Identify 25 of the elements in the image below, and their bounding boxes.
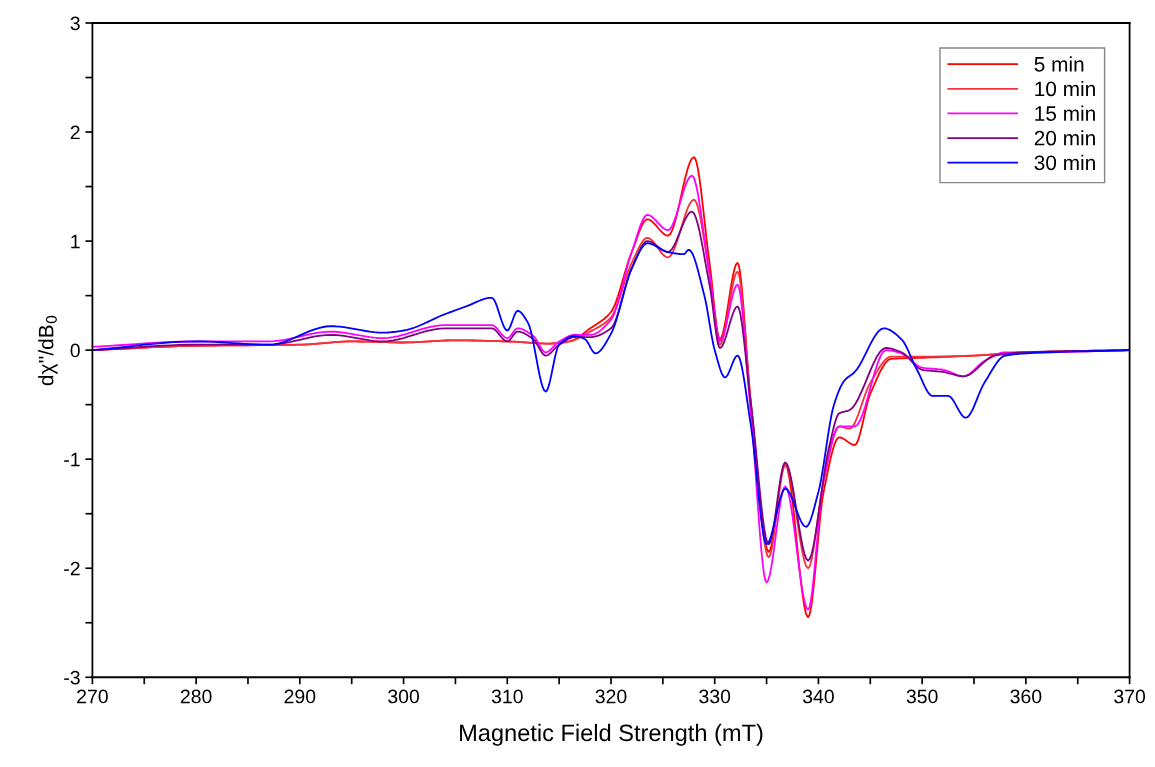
y-tick-label: 1 <box>71 234 80 249</box>
x-tick-label: 370 <box>1114 689 1146 704</box>
legend-label: 20 min <box>1034 130 1095 146</box>
x-tick-label: 310 <box>491 689 523 704</box>
y-tick-label: -3 <box>64 670 80 685</box>
y-axis-title: dχ''/dB$_{0}$ <box>38 315 58 386</box>
y-tick-label: -1 <box>64 452 80 467</box>
y-tick-label: 2 <box>70 125 80 140</box>
x-tick-label: 340 <box>802 689 834 704</box>
x-tick-label: 360 <box>1010 689 1042 704</box>
y-tick-label: 3 <box>70 16 80 31</box>
x-tick-label: 290 <box>284 689 316 704</box>
legend-label: 30 min <box>1034 154 1095 171</box>
y-tick-label: 0 <box>70 343 80 358</box>
legend-label: 5 min <box>1034 56 1084 72</box>
x-tick-label: 270 <box>77 689 108 704</box>
x-tick-label: 280 <box>180 689 212 704</box>
x-axis-title: Magnetic Field Strength (mT) <box>460 723 763 746</box>
legend-label: 10 min <box>1035 80 1095 97</box>
x-tick-label: 320 <box>595 689 627 704</box>
legend-label: 15 min <box>1035 105 1095 121</box>
x-tick-label: 350 <box>906 689 938 704</box>
x-tick-label: 300 <box>388 689 420 704</box>
x-tick-label: 330 <box>699 689 731 704</box>
y-tick-label: -2 <box>64 561 80 576</box>
